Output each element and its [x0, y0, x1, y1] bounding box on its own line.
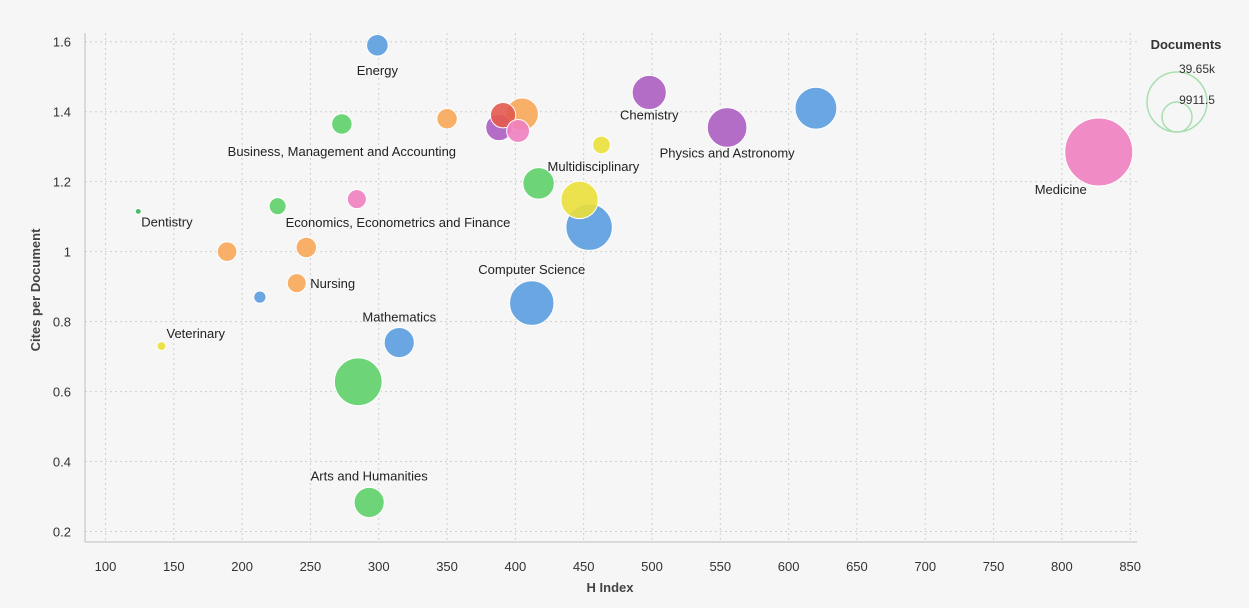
bubble[interactable] — [353, 486, 385, 519]
bubble-label: Nursing — [310, 276, 355, 291]
bubble[interactable] — [156, 341, 167, 352]
bubble[interactable] — [631, 74, 667, 111]
bubble-labels: Energy Business, Management and Accountin… — [141, 63, 1086, 483]
bubble[interactable] — [489, 102, 517, 129]
bubble-label: Mathematics — [362, 310, 436, 325]
bubble[interactable] — [383, 327, 415, 359]
bubble[interactable] — [333, 357, 383, 407]
bubble[interactable] — [331, 113, 353, 135]
bubble[interactable] — [1064, 117, 1134, 187]
x-tick-label: 350 — [436, 559, 458, 574]
bubble-label: Business, Management and Accounting — [228, 144, 456, 159]
size-legend-mid-circle — [1161, 101, 1193, 133]
y-tick-label: 1.4 — [53, 105, 71, 120]
bubble-label: Economics, Econometrics and Finance — [286, 215, 511, 230]
x-tick-label: 150 — [163, 559, 185, 574]
y-tick-label: 1.6 — [53, 35, 71, 50]
size-legend-mid-label: 9911.5 — [1179, 93, 1215, 107]
size-legend-title: Documents — [1151, 37, 1222, 52]
x-tick-label: 650 — [846, 559, 868, 574]
x-tick-label: 750 — [983, 559, 1005, 574]
bubble[interactable] — [436, 107, 458, 130]
x-tick-label: 800 — [1051, 559, 1073, 574]
bubble[interactable] — [346, 189, 367, 210]
y-tick-label: 1.2 — [53, 175, 71, 190]
grid — [85, 33, 1137, 542]
bubble[interactable] — [560, 180, 599, 220]
y-tick-label: 1 — [64, 245, 71, 260]
bubble[interactable] — [366, 33, 389, 57]
x-tick-label: 850 — [1119, 559, 1141, 574]
y-tick-label: 0.2 — [53, 525, 71, 540]
bubble[interactable] — [268, 197, 287, 216]
bubble[interactable] — [216, 241, 238, 262]
bubble[interactable] — [295, 236, 318, 259]
axes: 100 150 200 250 300 350 400 450 500 550 600 650 700 7… — [53, 33, 1141, 574]
size-legend-max-label: 39.65k — [1179, 62, 1216, 76]
bubbles — [134, 33, 1134, 519]
bubble-label: Physics and Astronomy — [660, 145, 796, 160]
x-tick-label: 400 — [505, 559, 527, 574]
size-legend: Documents 39.65k 9911.5 — [1146, 37, 1222, 133]
bubble-label: Veterinary — [167, 326, 226, 341]
bubble-label: Multidisciplinary — [548, 159, 640, 174]
bubble-label: Medicine — [1035, 182, 1087, 197]
y-tick-label: 0.6 — [53, 385, 71, 400]
x-tick-label: 700 — [914, 559, 936, 574]
bubble[interactable] — [794, 86, 838, 130]
x-tick-label: 100 — [95, 559, 117, 574]
x-tick-label: 500 — [641, 559, 663, 574]
x-tick-label: 600 — [778, 559, 800, 574]
y-axis-title: Cites per Document — [28, 228, 43, 351]
bubble[interactable] — [522, 167, 555, 200]
bubble[interactable] — [286, 273, 307, 294]
bubble[interactable] — [508, 280, 555, 326]
y-tick-label: 0.4 — [53, 455, 71, 470]
x-axis-title: H Index — [587, 580, 635, 595]
x-tick-label: 450 — [573, 559, 595, 574]
bubble[interactable] — [592, 135, 611, 155]
bubble[interactable] — [134, 207, 142, 215]
x-tick-label: 250 — [300, 559, 322, 574]
bubble[interactable] — [506, 118, 531, 143]
bubble-label: Arts and Humanities — [311, 468, 429, 483]
y-tick-label: 0.8 — [53, 315, 71, 330]
x-tick-label: 550 — [709, 559, 731, 574]
bubble[interactable] — [706, 107, 748, 148]
bubble-label: Chemistry — [620, 108, 679, 123]
bubble-label: Energy — [357, 63, 399, 78]
bubble-label: Dentistry — [141, 214, 193, 229]
x-tick-label: 200 — [231, 559, 253, 574]
bubble-label: Computer Science — [478, 262, 585, 277]
bubble[interactable] — [253, 290, 267, 304]
x-tick-label: 300 — [368, 559, 390, 574]
